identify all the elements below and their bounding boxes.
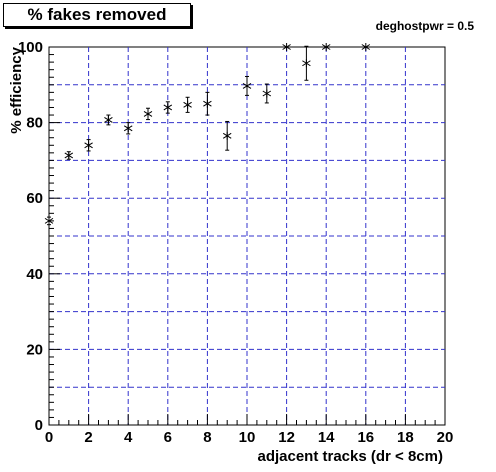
data-point (262, 89, 272, 98)
marker-stroke (302, 60, 311, 67)
marker-stroke (361, 44, 371, 50)
data-point (242, 81, 252, 90)
data-point (321, 43, 331, 51)
x-tick-label: 8 (203, 429, 211, 446)
parameter-annotation: deghostpwr = 0.5 (375, 19, 474, 33)
x-tick-label: 18 (397, 429, 414, 446)
marker-stroke (64, 152, 74, 159)
x-axis-label: adjacent tracks (dr < 8cm) (257, 448, 443, 465)
data-point (203, 99, 212, 108)
marker-stroke (242, 83, 252, 89)
y-tick-label: 80 (26, 115, 43, 132)
marker-stroke (321, 44, 331, 50)
marker-stroke (123, 125, 133, 132)
marker-stroke (222, 132, 232, 139)
marker-stroke (183, 101, 192, 108)
marker-stroke (163, 104, 173, 111)
data-point (183, 100, 192, 109)
data-point (44, 216, 54, 225)
x-tick-label: 10 (239, 429, 256, 446)
x-tick-label: 6 (164, 429, 172, 446)
marker-stroke (84, 142, 93, 149)
data-point (302, 59, 311, 68)
marker-stroke (282, 44, 291, 50)
x-tick-label: 4 (124, 429, 133, 446)
y-axis-label: % efficiency (8, 46, 25, 133)
x-tick-label: 0 (45, 429, 53, 446)
x-tick-label: 14 (318, 429, 335, 446)
x-tick-label: 12 (278, 429, 295, 446)
data-point (163, 103, 173, 112)
y-tick-label: 40 (26, 266, 43, 283)
data-point (64, 151, 74, 160)
data-point (104, 115, 113, 124)
y-tick-label: 60 (26, 190, 43, 207)
data-point (282, 43, 291, 51)
data-point (222, 131, 232, 140)
x-tick-label: 16 (357, 429, 374, 446)
data-point (123, 124, 133, 133)
y-tick-label: 0 (35, 417, 43, 434)
y-tick-label: 20 (26, 341, 43, 358)
data-point (361, 43, 371, 51)
x-tick-label: 2 (84, 429, 92, 446)
data-points (44, 43, 371, 226)
y-tick-label: 100 (18, 39, 43, 56)
marker-stroke (44, 217, 54, 224)
marker-stroke (203, 100, 212, 107)
marker-stroke (143, 110, 153, 117)
marker-stroke (262, 90, 272, 97)
x-tick-label: 20 (437, 429, 454, 446)
data-point (143, 109, 153, 118)
marker-stroke (104, 117, 113, 123)
grid (49, 47, 445, 425)
data-point (84, 141, 93, 150)
ticks: 0 2 4 6 8 10 12 14 16 18 20 0 20 40 60 80 100 (18, 39, 453, 446)
chart-title: % fakes removed (3, 3, 191, 27)
